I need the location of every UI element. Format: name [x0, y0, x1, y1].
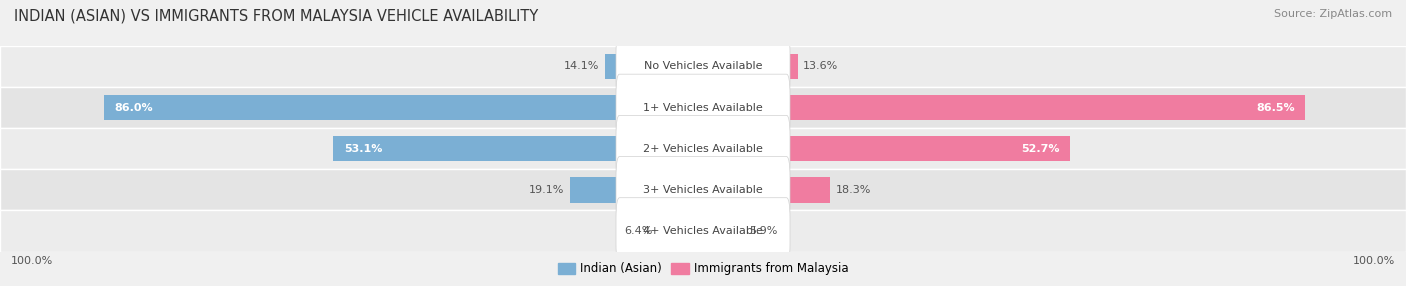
Text: 52.7%: 52.7%	[1021, 144, 1059, 154]
Text: INDIAN (ASIAN) VS IMMIGRANTS FROM MALAYSIA VEHICLE AVAILABILITY: INDIAN (ASIAN) VS IMMIGRANTS FROM MALAYS…	[14, 9, 538, 23]
Bar	[333, 136, 620, 162]
Text: No Vehicles Available: No Vehicles Available	[644, 61, 762, 71]
FancyBboxPatch shape	[616, 156, 790, 223]
Text: 14.1%: 14.1%	[564, 61, 599, 71]
Text: Source: ZipAtlas.com: Source: ZipAtlas.com	[1274, 9, 1392, 19]
Text: 86.0%: 86.0%	[115, 103, 153, 112]
Text: 6.4%: 6.4%	[624, 226, 652, 236]
Bar	[786, 136, 1070, 162]
Bar	[786, 53, 797, 79]
Bar	[605, 53, 620, 79]
FancyBboxPatch shape	[616, 33, 790, 100]
Bar	[0, 87, 1406, 128]
Text: 86.5%: 86.5%	[1256, 103, 1295, 112]
Text: 13.6%: 13.6%	[803, 61, 838, 71]
Bar	[569, 177, 620, 203]
Text: 2+ Vehicles Available: 2+ Vehicles Available	[643, 144, 763, 154]
Text: 1+ Vehicles Available: 1+ Vehicles Available	[643, 103, 763, 112]
Bar	[786, 95, 1305, 120]
Text: 3+ Vehicles Available: 3+ Vehicles Available	[643, 185, 763, 195]
Text: 53.1%: 53.1%	[344, 144, 382, 154]
Text: 100.0%: 100.0%	[1353, 256, 1395, 266]
Bar	[786, 177, 831, 203]
Bar	[0, 128, 1406, 169]
Text: 18.3%: 18.3%	[837, 185, 872, 195]
Bar	[0, 169, 1406, 210]
FancyBboxPatch shape	[616, 198, 790, 265]
Text: 4+ Vehicles Available: 4+ Vehicles Available	[643, 226, 763, 236]
Bar	[0, 210, 1406, 252]
Text: 19.1%: 19.1%	[529, 185, 564, 195]
Bar	[104, 95, 620, 120]
Legend: Indian (Asian), Immigrants from Malaysia: Indian (Asian), Immigrants from Malaysia	[553, 258, 853, 280]
Text: 100.0%: 100.0%	[11, 256, 53, 266]
Text: 5.9%: 5.9%	[749, 226, 778, 236]
FancyBboxPatch shape	[616, 115, 790, 182]
Bar	[0, 46, 1406, 87]
FancyBboxPatch shape	[616, 74, 790, 141]
